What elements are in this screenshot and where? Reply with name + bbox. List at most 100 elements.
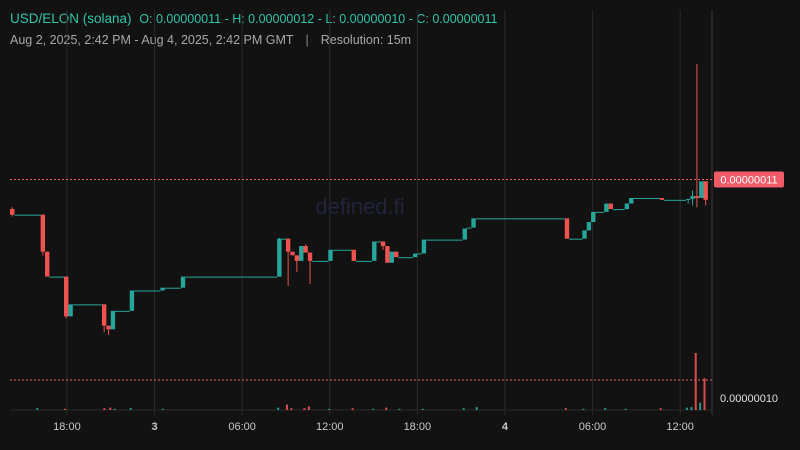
- volume-bar: [690, 407, 693, 410]
- candle-body: [659, 197, 665, 200]
- candle-body: [285, 238, 291, 252]
- volume-bar: [385, 407, 388, 410]
- volume-bar: [694, 353, 697, 410]
- candle-body: [591, 211, 596, 223]
- price-candles: [10, 63, 708, 335]
- candle-body: [45, 251, 50, 277]
- candle-body: [703, 181, 708, 200]
- candle-body: [180, 276, 186, 288]
- volume-bar: [64, 408, 67, 410]
- candle-body: [164, 287, 181, 289]
- volume-bar: [303, 408, 306, 410]
- candle-body: [694, 196, 700, 198]
- volume-bar: [290, 408, 293, 410]
- time-tick-label: 12:00: [316, 421, 344, 433]
- ohlc-values: O: 0.00000011 - H: 0.00000012 - L: 0.000…: [139, 12, 498, 26]
- candle-body: [466, 227, 472, 229]
- candle-body: [351, 249, 357, 261]
- chart-subheader: Aug 2, 2025, 2:42 PM - Aug 4, 2025, 2:42…: [10, 33, 411, 47]
- volume-bar: [103, 408, 106, 410]
- volume-bar: [129, 408, 132, 410]
- volume-bar: [113, 408, 116, 410]
- candle-body: [569, 238, 583, 240]
- candle-body: [690, 196, 695, 199]
- candle-body: [294, 255, 300, 261]
- time-tick-label: 4: [502, 421, 509, 433]
- candle-body: [380, 241, 386, 247]
- volume-bar: [109, 407, 112, 410]
- candle-body: [385, 246, 390, 263]
- pair-name[interactable]: USD/ELON (solana): [10, 11, 132, 26]
- volume-price-label: 0.00000010: [720, 393, 778, 405]
- volume-bar: [582, 408, 585, 410]
- candle-body: [586, 222, 592, 231]
- volume-bar: [564, 408, 567, 410]
- candle-body: [299, 246, 304, 261]
- candle-body: [393, 251, 399, 258]
- volume-bar: [161, 408, 164, 410]
- current-price-badge: [714, 171, 784, 188]
- candle-body: [664, 199, 686, 201]
- time-tick-label: 18:00: [404, 421, 432, 433]
- candle-body: [10, 209, 15, 215]
- candle-body: [624, 203, 630, 210]
- candle-body: [471, 218, 476, 228]
- volume-bar: [285, 404, 288, 410]
- volume-bar: [36, 408, 39, 410]
- volume-bar: [372, 408, 375, 410]
- candle-body: [685, 198, 691, 200]
- time-tick-label: 18:00: [53, 421, 81, 433]
- candle-body: [332, 249, 352, 251]
- candle-body: [307, 252, 313, 261]
- candle-body: [356, 260, 373, 262]
- candle-body: [101, 304, 107, 326]
- candle-body: [389, 251, 394, 263]
- candle-body: [110, 310, 116, 330]
- current-price-line: [10, 178, 712, 381]
- candle-body: [290, 251, 295, 256]
- volume-bar: [328, 408, 331, 410]
- candle-body: [608, 203, 613, 210]
- resolution-label[interactable]: Resolution: 15m: [320, 33, 412, 47]
- candle-body: [115, 310, 130, 312]
- candle-body: [68, 304, 73, 317]
- volume-bar: [699, 402, 702, 410]
- candle-body: [106, 325, 111, 330]
- candle-body: [629, 197, 634, 204]
- candle-body: [595, 211, 605, 213]
- volume-bar: [462, 408, 465, 410]
- volume-bar: [685, 407, 688, 410]
- candle-body: [421, 239, 427, 254]
- candle-body: [564, 218, 570, 239]
- volume-bar: [659, 408, 662, 410]
- volume-bar: [475, 407, 478, 410]
- volume-bars: [36, 353, 706, 410]
- candle-body: [372, 241, 377, 261]
- volume-bar: [277, 407, 280, 410]
- candle-body: [281, 238, 286, 240]
- candle-body: [185, 276, 278, 278]
- chart-header: USD/ELON (solana) O: 0.00000011 - H: 0.0…: [10, 11, 497, 26]
- volume-bar: [351, 408, 354, 410]
- candle-body: [582, 230, 587, 239]
- time-tick-label: 06:00: [228, 421, 256, 433]
- time-tick-label: 3: [151, 421, 157, 433]
- candle-body: [129, 290, 135, 311]
- candle-body: [303, 246, 308, 253]
- candle-body: [376, 241, 381, 243]
- volume-bar: [398, 408, 401, 410]
- date-range: Aug 2, 2025, 2:42 PM - Aug 4, 2025, 2:42…: [10, 33, 294, 47]
- candle-body: [612, 209, 625, 211]
- volume-bar: [604, 408, 607, 410]
- subheader-separator: |: [305, 33, 309, 47]
- candle-body: [699, 181, 704, 198]
- candle-body: [604, 203, 609, 212]
- candle-body: [64, 276, 69, 317]
- candle-body: [475, 218, 565, 220]
- candle-body: [277, 238, 282, 277]
- candle-body: [14, 214, 41, 216]
- volume-bar: [307, 406, 310, 410]
- candle-body: [134, 290, 161, 292]
- candle-body: [328, 249, 333, 261]
